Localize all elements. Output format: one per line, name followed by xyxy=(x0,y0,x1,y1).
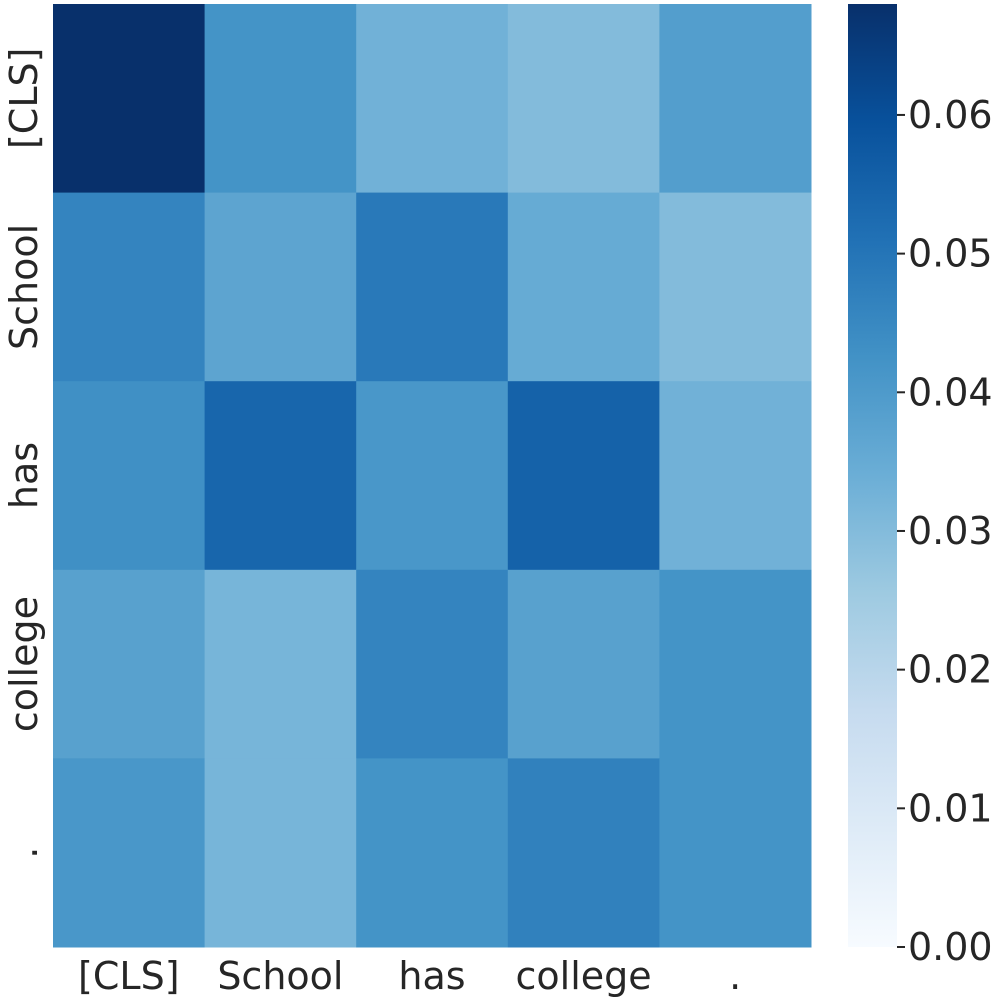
x-tick-label: college xyxy=(516,954,652,998)
heatmap-cell xyxy=(53,4,206,194)
heatmap-cell xyxy=(204,569,357,759)
heatmap-cell xyxy=(507,4,660,194)
x-tick-label: [CLS] xyxy=(78,954,179,998)
colorbar-tick-label: 0.02 xyxy=(908,648,993,692)
heatmap-cell xyxy=(53,381,206,571)
x-tick-label: School xyxy=(217,954,343,998)
heatmap-cell xyxy=(659,4,812,194)
x-axis-tick-labels: [CLS] School has college. xyxy=(78,954,741,998)
heatmap-cell xyxy=(53,758,206,948)
heatmap-cells xyxy=(53,4,812,948)
colorbar-tick-label: 0.00 xyxy=(908,925,993,969)
heatmap-cell xyxy=(356,381,509,571)
heatmap-cell xyxy=(204,4,357,194)
heatmap-cell xyxy=(204,192,357,382)
heatmap-cell xyxy=(659,569,812,759)
heatmap-cell xyxy=(204,381,357,571)
heatmap-cell xyxy=(356,192,509,382)
heatmap-cell xyxy=(53,569,206,759)
x-tick-label: . xyxy=(729,954,741,998)
colorbar-tick-label: 0.06 xyxy=(908,93,993,137)
heatmap-cell xyxy=(507,758,660,948)
heatmap-cell xyxy=(659,758,812,948)
heatmap-cell xyxy=(507,569,660,759)
y-tick-label: college xyxy=(2,596,46,732)
heatmap-cell xyxy=(659,381,812,571)
x-tick-label: has xyxy=(398,954,465,998)
y-tick-label: has xyxy=(2,442,46,509)
y-tick-label: . xyxy=(2,847,46,859)
y-axis-tick-labels: [CLS] School has college. xyxy=(2,48,46,859)
y-tick-label: School xyxy=(2,224,46,350)
heatmap-cell xyxy=(53,192,206,382)
colorbar-gradient xyxy=(848,4,897,947)
heatmap-cell xyxy=(507,381,660,571)
heatmap-cell xyxy=(356,758,509,948)
heatmap-cell xyxy=(204,758,357,948)
heatmap-cell xyxy=(507,192,660,382)
heatmap-cell xyxy=(356,569,509,759)
colorbar: 0.00 0.01 0.02 0.03 0.04 0.05 0.06 xyxy=(848,4,993,969)
y-tick-label: [CLS] xyxy=(2,48,46,149)
heatmap-cell xyxy=(659,192,812,382)
heatmap-cell xyxy=(356,4,509,194)
colorbar-tick-label: 0.03 xyxy=(908,509,993,553)
colorbar-tick-label: 0.05 xyxy=(908,232,993,276)
colorbar-tick-label: 0.01 xyxy=(908,786,993,830)
colorbar-tick-label: 0.04 xyxy=(908,370,993,414)
